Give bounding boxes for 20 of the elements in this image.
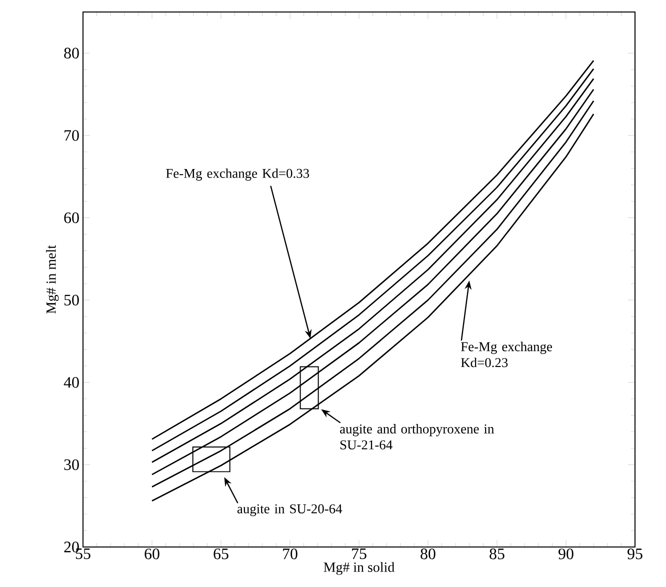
x-tick-label: 65 — [214, 548, 228, 560]
annotation: Fe-Mg exchange Kd=0.33 — [166, 168, 310, 181]
x-tick-label: 75 — [352, 548, 366, 560]
annotation: augite in SU-20-64 — [237, 504, 342, 516]
annotation: Fe-Mg exchange Kd=0.23 — [460, 342, 552, 368]
y-tick-label: 60 — [64, 212, 79, 224]
x-tick-label: 85 — [490, 548, 504, 560]
x-tick-label: 80 — [420, 548, 436, 560]
y-tick-label: 30 — [64, 459, 79, 470]
y-tick-label: 40 — [64, 377, 79, 388]
y-axis-title: Mg# in melt — [46, 245, 59, 314]
x-tick-label: 70 — [283, 548, 298, 560]
y-tick-label: 80 — [64, 48, 79, 59]
x-tick-label: 60 — [144, 548, 160, 560]
y-tick-label: 50 — [64, 294, 79, 306]
x-tick-label: 95 — [628, 548, 642, 560]
annotation: augite and orthopyroxene in SU-21-64 — [340, 424, 494, 450]
x-axis-title: Mg# in solid — [324, 562, 394, 575]
y-tick-label: 70 — [64, 130, 79, 141]
x-tick-label: 90 — [558, 548, 574, 560]
